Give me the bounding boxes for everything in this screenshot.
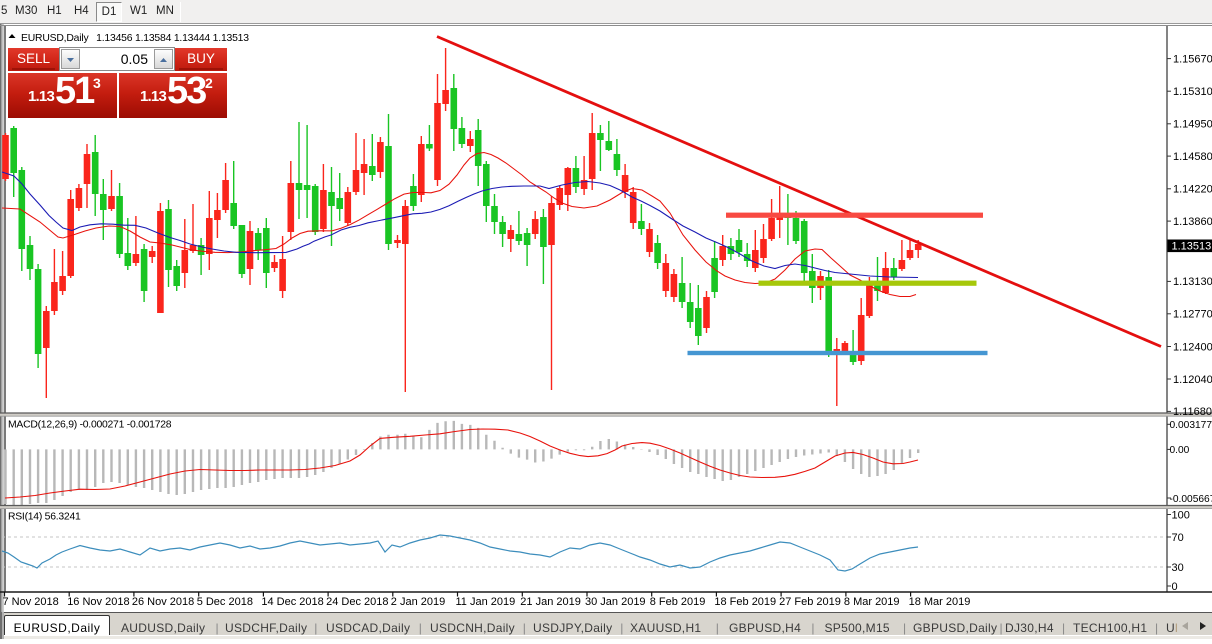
svg-text:18 Mar 2019: 18 Mar 2019: [909, 596, 971, 608]
svg-text:1.14220: 1.14220: [1173, 184, 1212, 196]
svg-text:1.12400: 1.12400: [1173, 341, 1212, 353]
svg-text:8 Feb 2019: 8 Feb 2019: [650, 596, 706, 608]
svg-text:0: 0: [1172, 581, 1178, 593]
svg-text:27 Feb 2019: 27 Feb 2019: [779, 596, 841, 608]
svg-text:1.14950: 1.14950: [1173, 119, 1212, 131]
svg-text:100: 100: [1172, 509, 1190, 521]
svg-text:RSI(14) 56.3241: RSI(14) 56.3241: [8, 512, 81, 523]
svg-text:2 Jan 2019: 2 Jan 2019: [391, 596, 445, 608]
svg-text:EURUSD,Daily 1.13456 1.13584: EURUSD,Daily 1.13456 1.13584 1.13444 1.1…: [21, 33, 249, 44]
svg-text:1.12040: 1.12040: [1173, 374, 1212, 386]
svg-text:26 Nov 2018: 26 Nov 2018: [132, 596, 194, 608]
svg-text:1.13130: 1.13130: [1173, 276, 1212, 288]
svg-text:1.15310: 1.15310: [1173, 86, 1212, 98]
svg-text:0.003177: 0.003177: [1170, 420, 1212, 431]
svg-text:70: 70: [1172, 532, 1184, 544]
svg-text:1.12770: 1.12770: [1173, 309, 1212, 321]
svg-text:18 Feb 2019: 18 Feb 2019: [714, 596, 776, 608]
svg-text:1.13860: 1.13860: [1173, 216, 1212, 228]
svg-text:1.13513: 1.13513: [1172, 241, 1212, 253]
svg-text:1.15670: 1.15670: [1173, 53, 1212, 65]
svg-text:MACD(12,26,9) -0.000271 -0.001: MACD(12,26,9) -0.000271 -0.001728: [8, 420, 172, 431]
svg-text:24 Dec 2018: 24 Dec 2018: [326, 596, 388, 608]
svg-text:21 Jan 2019: 21 Jan 2019: [520, 596, 581, 608]
svg-text:14 Dec 2018: 14 Dec 2018: [261, 596, 323, 608]
svg-text:5 Dec 2018: 5 Dec 2018: [197, 596, 253, 608]
svg-text:0.00: 0.00: [1170, 445, 1190, 456]
svg-text:30 Jan 2019: 30 Jan 2019: [585, 596, 646, 608]
svg-text:16 Nov 2018: 16 Nov 2018: [67, 596, 129, 608]
svg-text:30: 30: [1172, 562, 1184, 574]
svg-text:11 Jan 2019: 11 Jan 2019: [456, 596, 516, 608]
svg-text:7 Nov 2018: 7 Nov 2018: [3, 596, 59, 608]
svg-text:-0.005667: -0.005667: [1170, 494, 1212, 505]
svg-text:8 Mar 2019: 8 Mar 2019: [844, 596, 900, 608]
svg-text:1.14580: 1.14580: [1173, 151, 1212, 163]
svg-text:1.11680: 1.11680: [1173, 406, 1212, 418]
